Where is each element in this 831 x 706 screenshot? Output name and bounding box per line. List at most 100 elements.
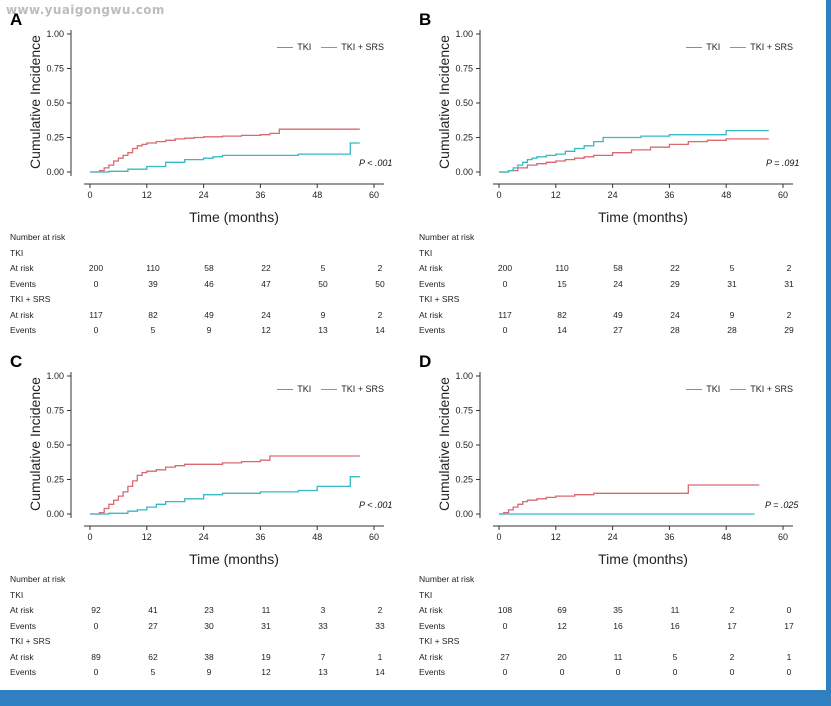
x-tick-label: 48 — [312, 190, 322, 200]
panel-label: C — [10, 352, 23, 371]
frame-bottom-bar — [0, 690, 831, 706]
risk-cell: 24 — [613, 278, 623, 289]
x-tick-label: 60 — [778, 190, 788, 200]
risk-cell: 31 — [784, 278, 794, 289]
risk-group-label: TKI — [10, 247, 24, 258]
risk-cell: 89 — [91, 651, 101, 662]
x-tick-label: 60 — [369, 190, 379, 200]
risk-cell: 9 — [320, 309, 326, 320]
risk-cell: 28 — [727, 325, 737, 335]
risk-row-label: At risk — [10, 263, 34, 273]
y-tick-label: 1.00 — [46, 371, 64, 381]
y-tick-label: 0.00 — [455, 509, 473, 519]
x-tick-label: 0 — [496, 532, 501, 542]
risk-cell: 0 — [786, 667, 792, 677]
risk-row-label: At risk — [419, 263, 443, 273]
y-tick-label: 1.00 — [46, 29, 64, 39]
x-tick-label: 12 — [551, 532, 561, 542]
risk-cell: 0 — [502, 667, 508, 677]
x-tick-label: 48 — [312, 532, 322, 542]
risk-cell: 16 — [613, 620, 623, 631]
x-tick-label: 12 — [551, 190, 561, 200]
risk-cell: 5 — [150, 667, 156, 677]
x-axis-label: Time (months) — [598, 551, 688, 567]
risk-cell: 0 — [502, 278, 508, 289]
risk-group-label: TKI + SRS — [10, 294, 51, 304]
x-tick-label: 36 — [255, 190, 265, 200]
series-line-tki — [90, 455, 360, 515]
x-axis-label: Time (months) — [189, 209, 279, 225]
risk-cell: 200 — [88, 263, 104, 273]
km-plot: 0.00 0.25 0.50 0.75 1.00 0 12 24 36 48 60 — [46, 29, 384, 200]
risk-group-label: TKI + SRS — [419, 294, 460, 304]
risk-cell: 9 — [206, 325, 212, 335]
p-value: P < .001 — [359, 500, 393, 510]
panel-label: B — [419, 10, 432, 29]
x-tick-label: 48 — [721, 532, 731, 542]
y-tick-label: 0.50 — [46, 98, 64, 108]
risk-cell: 69 — [557, 605, 567, 615]
x-tick-label: 12 — [142, 190, 152, 200]
risk-cell: 22 — [670, 263, 680, 273]
x-tick-label: 12 — [142, 532, 152, 542]
risk-cell: 50 — [375, 278, 385, 289]
risk-cell: 110 — [146, 263, 160, 273]
risk-table-title: Number at risk — [419, 574, 475, 584]
risk-cell: 9 — [206, 667, 212, 677]
risk-cell: 5 — [672, 651, 678, 662]
risk-cell: 31 — [261, 620, 271, 631]
risk-cell: 17 — [784, 620, 794, 631]
risk-cell: 0 — [502, 325, 508, 335]
risk-cell: 0 — [502, 620, 508, 631]
risk-cell: 7 — [320, 651, 326, 662]
risk-cell: 33 — [318, 620, 328, 631]
x-tick-label: 36 — [664, 532, 674, 542]
risk-cell: 82 — [148, 309, 158, 320]
legend-swatch-tki — [686, 388, 703, 390]
x-tick-label: 60 — [369, 532, 379, 542]
risk-cell: 0 — [93, 325, 99, 335]
y-tick-label: 1.00 — [455, 29, 473, 39]
risk-cell: 0 — [93, 667, 99, 677]
risk-cell: 5 — [320, 263, 326, 273]
legend-swatch-tki-srs — [730, 46, 747, 48]
risk-cell: 0 — [559, 667, 565, 677]
legend-label-tki: TKI — [297, 384, 312, 394]
x-tick-label: 24 — [608, 532, 618, 542]
legend: TKI TKI + SRS — [277, 384, 384, 394]
risk-cell: 3 — [320, 605, 326, 615]
y-tick-label: 0.00 — [455, 167, 473, 177]
risk-cell: 12 — [261, 667, 271, 677]
risk-cell: 2 — [377, 309, 383, 320]
risk-row-label: Events — [10, 620, 36, 631]
x-tick-label: 48 — [721, 190, 731, 200]
legend-swatch-tki — [686, 46, 703, 48]
y-tick-label: 1.00 — [455, 371, 473, 381]
x-tick-label: 0 — [87, 532, 92, 542]
y-tick-label: 0.25 — [46, 133, 64, 143]
risk-cell: 12 — [557, 620, 567, 631]
x-tick-label: 36 — [255, 532, 265, 542]
legend-label-tki: TKI — [706, 384, 721, 394]
risk-cell: 22 — [261, 263, 271, 273]
risk-cell: 0 — [615, 667, 621, 677]
risk-row-label: Events — [419, 620, 445, 631]
risk-cell: 15 — [557, 278, 567, 289]
legend-label-tki: TKI — [297, 42, 312, 52]
risk-row-label: Events — [419, 325, 445, 335]
legend-swatch-tki — [277, 388, 294, 390]
series-line-tki — [90, 128, 360, 173]
panel-c: C Cumulative Incidence Time (months) TKI… — [4, 348, 404, 688]
risk-cell: 47 — [261, 278, 271, 289]
risk-cell: 92 — [91, 605, 101, 615]
panel-b: B Cumulative Incidence Time (months) TKI… — [413, 6, 813, 346]
risk-cell: 58 — [613, 263, 623, 273]
frame-edge — [826, 0, 831, 690]
risk-cell: 2 — [786, 309, 792, 320]
y-tick-label: 0.25 — [46, 475, 64, 485]
y-tick-label: 0.00 — [46, 509, 64, 519]
risk-cell: 62 — [148, 651, 158, 662]
risk-cell: 14 — [375, 325, 385, 335]
risk-row-label: Events — [10, 278, 36, 289]
x-tick-label: 24 — [608, 190, 618, 200]
